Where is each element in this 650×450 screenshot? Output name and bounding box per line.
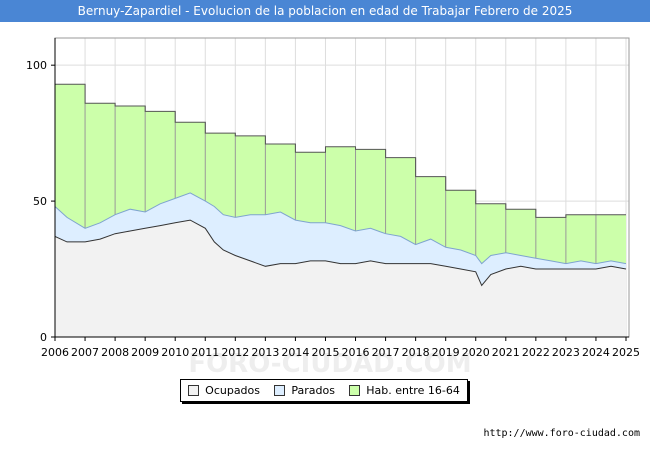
x-tick-label: 2014 xyxy=(281,346,309,359)
y-tick-label: 100 xyxy=(26,59,47,72)
x-tick-label: 2015 xyxy=(311,346,339,359)
x-tick-label: 2018 xyxy=(402,346,430,359)
x-tick-label: 2019 xyxy=(432,346,460,359)
line-hab-16-64 xyxy=(55,83,626,218)
x-tick-label: 2022 xyxy=(522,346,550,359)
x-tick-label: 2021 xyxy=(492,346,520,359)
legend-item-ocupados: Ocupados xyxy=(188,384,260,397)
title-bar xyxy=(0,0,650,22)
legend-item-habitantes: Hab. entre 16-64 xyxy=(349,384,460,397)
source-url[interactable]: http://www.foro-ciudad.com xyxy=(483,428,640,439)
area-ocupados xyxy=(55,220,626,337)
legend: Ocupados Parados Hab. entre 16-64 xyxy=(180,379,468,402)
chart-title: Bernuy-Zapardiel - Evolucion de la pobla… xyxy=(77,4,573,18)
x-tick-label: 2008 xyxy=(101,346,129,359)
x-tick-label: 2024 xyxy=(582,346,610,359)
legend-item-parados: Parados xyxy=(274,384,335,397)
legend-swatch-ocupados xyxy=(188,385,200,396)
x-tick-label: 2010 xyxy=(161,346,189,359)
x-tick-label: 2011 xyxy=(191,346,219,359)
x-tick-label: 2009 xyxy=(131,346,159,359)
y-tick-label: 0 xyxy=(40,331,47,344)
legend-swatch-parados xyxy=(274,385,286,396)
x-tick-label: 2013 xyxy=(251,346,279,359)
line-ocupados xyxy=(54,219,627,287)
x-tick-label: 2023 xyxy=(552,346,580,359)
line-parados xyxy=(54,192,627,265)
x-tick-label: 2006 xyxy=(41,346,69,359)
legend-label-ocupados: Ocupados xyxy=(205,384,261,397)
watermark: FORO-CIUDAD.COM xyxy=(188,349,471,379)
x-tick-label: 2007 xyxy=(71,346,99,359)
x-tick-label: 2012 xyxy=(221,346,249,359)
legend-label-habitantes: Hab. entre 16-64 xyxy=(366,384,460,397)
x-tick-label: 2017 xyxy=(372,346,400,359)
x-tick-label: 2025 xyxy=(612,346,640,359)
legend-swatch-habitantes xyxy=(349,385,361,396)
x-tick-label: 2020 xyxy=(462,346,490,359)
y-tick-label: 50 xyxy=(33,195,47,208)
legend-label-parados: Parados xyxy=(291,384,335,397)
x-tick-label: 2016 xyxy=(342,346,370,359)
